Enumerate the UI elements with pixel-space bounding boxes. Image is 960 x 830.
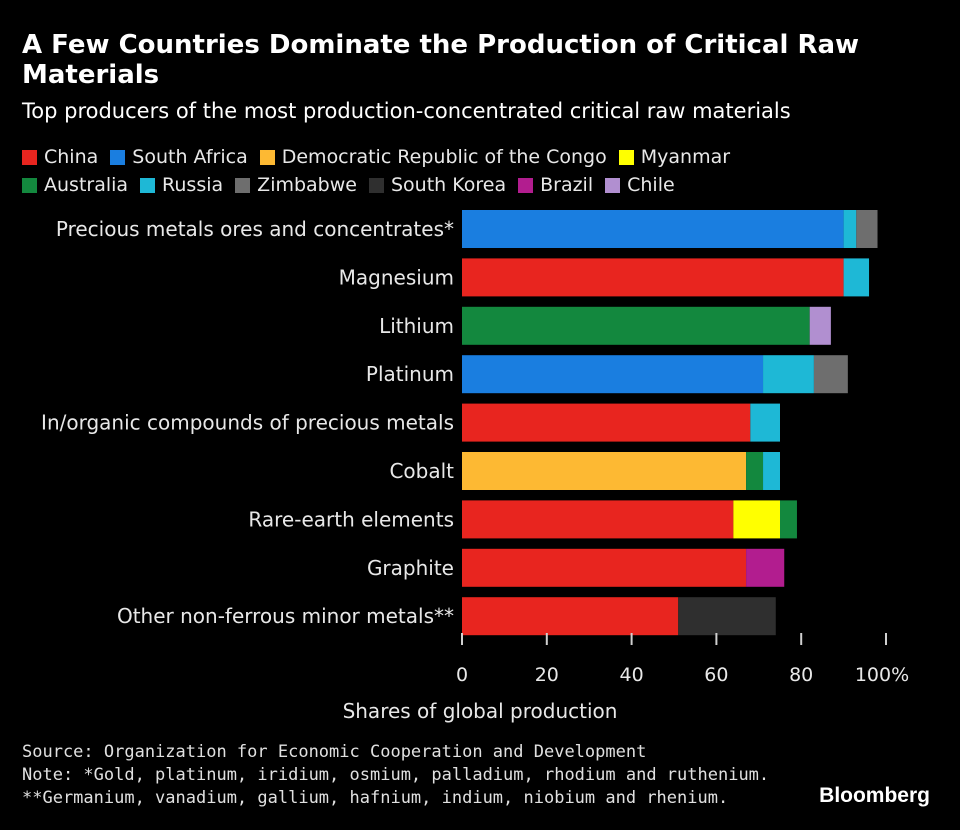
category-label: Precious metals ores and concentrates* (56, 217, 454, 241)
bar-segment-china (462, 500, 734, 539)
bar-segment-china (462, 403, 751, 442)
legend-swatch (618, 149, 634, 165)
bar-segment-russia (763, 355, 814, 394)
legend-item-drc: Democratic Republic of the Congo (259, 146, 607, 168)
x-tick-label: 80 (789, 664, 813, 686)
legend-item-myanmar: Myanmar (618, 146, 731, 168)
legend-row: Australia Russia Zimbabwe South Korea Brazil… (22, 171, 942, 199)
bar-segment-zimbabwe (856, 210, 878, 248)
category-label: Magnesium (339, 265, 454, 289)
x-tick-label: 100% (855, 664, 909, 686)
category-label: In/organic compounds of precious metals (41, 411, 454, 435)
x-tick-label: 20 (535, 664, 559, 686)
legend-swatch (22, 177, 37, 193)
legend-item-zimbabwe: Zimbabwe (235, 174, 357, 196)
legend-label: Democratic Republic of the Congo (281, 146, 607, 168)
category-label: Rare-earth elements (248, 507, 454, 531)
bar-segment-china (462, 548, 747, 587)
legend-label: Myanmar (640, 146, 731, 168)
bar-segment-zimbabwe (813, 355, 848, 394)
legend: China South Africa Democratic Republic of … (22, 143, 942, 199)
legend-label: Brazil (540, 174, 594, 196)
x-axis-label: Shares of global production (343, 699, 618, 723)
bar-segment-australia (780, 500, 797, 539)
bar-segment-brazil (746, 548, 785, 587)
legend-row: China South Africa Democratic Republic of … (22, 143, 942, 171)
legend-item-chile: Chile (605, 174, 675, 196)
category-label: Platinum (366, 362, 454, 386)
bar-segment-australia (462, 306, 810, 345)
chart-subtitle: Top producers of the most production-con… (22, 99, 791, 123)
legend-item-brazil: Brazil (518, 174, 593, 196)
bar-segment-south-africa (462, 210, 844, 248)
legend-swatch (110, 149, 126, 165)
category-label: Graphite (367, 556, 454, 580)
bar-segment-chile (809, 306, 831, 345)
legend-item-australia: Australia (22, 174, 128, 196)
legend-item-south-korea: South Korea (368, 174, 507, 196)
bar-segment-russia (843, 210, 857, 248)
source-note: Source: Organization for Economic Cooper… (22, 742, 647, 762)
legend-item-china: China (22, 146, 98, 168)
bar-segment-russia (843, 258, 870, 297)
category-label: Other non-ferrous minor metals** (117, 604, 454, 628)
x-tick-label: 0 (456, 664, 468, 686)
bar-segment-myanmar (733, 500, 780, 539)
legend-swatch (22, 149, 37, 165)
legend-label: China (44, 146, 99, 168)
legend-item-south-africa: South Africa (110, 146, 248, 168)
x-tick-label: 60 (704, 664, 728, 686)
legend-swatch (140, 177, 156, 193)
legend-swatch (235, 177, 251, 193)
legend-swatch (605, 177, 621, 193)
category-label: Lithium (379, 314, 454, 338)
legend-label: Zimbabwe (257, 174, 357, 196)
bar-segment-south-korea (678, 597, 776, 636)
bar-segment-russia (763, 452, 780, 490)
bar-segment-democratic-republic-of-the-congo (462, 452, 747, 490)
bar-segment-australia (746, 452, 764, 490)
bar-segment-china (462, 258, 844, 297)
legend-swatch (259, 149, 275, 165)
category-label: Cobalt (389, 459, 454, 483)
bloomberg-logo: Bloomberg (819, 784, 930, 807)
legend-swatch (368, 177, 384, 193)
bar-segment-china (462, 597, 679, 636)
legend-item-russia: Russia (140, 174, 223, 196)
legend-label: South Korea (390, 174, 507, 196)
legend-label: Australia (44, 174, 129, 196)
footnote-2: **Germanium, vanadium, gallium, hafnium,… (22, 788, 729, 808)
legend-label: Russia (162, 174, 224, 196)
bar-segment-russia (750, 403, 780, 442)
legend-label: South Africa (132, 146, 248, 168)
footnote-1: Note: *Gold, platinum, iridium, osmium, … (22, 765, 770, 785)
x-tick-label: 40 (620, 664, 644, 686)
legend-label: Chile (627, 174, 675, 196)
chart-footer: Source: Organization for Economic Cooper… (22, 741, 769, 810)
chart-title: A Few Countries Dominate the Production … (22, 30, 860, 90)
legend-swatch (518, 177, 534, 193)
bar-segment-south-africa (462, 355, 764, 394)
